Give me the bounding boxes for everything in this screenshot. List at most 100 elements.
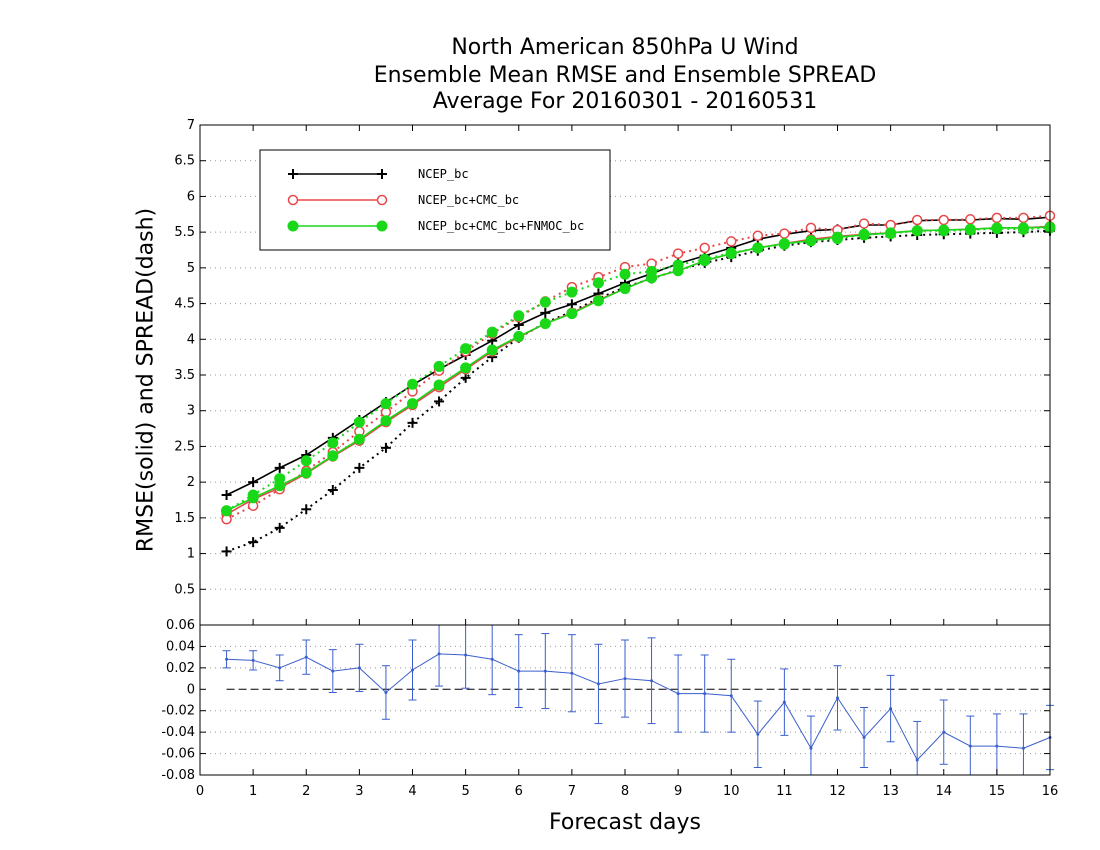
series-2-spread-point <box>646 265 658 277</box>
series-2-spread-point <box>486 326 498 338</box>
diff-point <box>995 744 999 748</box>
chart-title-line-3: Average For 20160301 - 20160531 <box>432 89 818 114</box>
series-1-spread-point <box>938 214 949 226</box>
diff-line <box>226 653 1051 761</box>
diff-point <box>809 746 813 750</box>
series-0-spread-point <box>380 442 391 453</box>
legend-label-2: NCEP_bc+CMC_bc+FNMOC_bc <box>418 219 584 233</box>
series-0-rmse-point <box>221 490 232 500</box>
legend: NCEP_bc NCEP_bc+CMC_bc NCEP_bc+CMC_bc+FNMO… <box>259 149 611 251</box>
series-2-spread-point <box>1017 223 1029 235</box>
diff-point <box>623 677 627 681</box>
upper-y-tick-label: 6.5 <box>174 154 195 169</box>
upper-y-tick-label: 3 <box>187 404 195 419</box>
series-2-spread-point <box>433 360 445 372</box>
lower-y-tick-label: 0.06 <box>166 618 195 633</box>
diff-point <box>596 682 600 686</box>
axes: 0.5 1 1.5 2 2.5 3 3.5 4 4.5 5 5.5 6 6.5 7 0.06 0.04 0.02… <box>161 118 1058 799</box>
series-2-rmse-point <box>513 330 525 342</box>
series-2-spread-point <box>460 343 472 355</box>
upper-y-tick-label: 6 <box>187 189 195 204</box>
diff-point <box>968 744 972 748</box>
upper-y-tick-label: 5 <box>187 261 195 276</box>
lower-panel-frame <box>199 624 1051 776</box>
diff-point <box>650 679 654 683</box>
legend-marker-left-0 <box>288 169 298 179</box>
diff-point <box>278 666 282 670</box>
series-1-spread-point <box>779 228 790 239</box>
diff-point <box>836 696 839 700</box>
series-2-spread-point <box>300 455 312 467</box>
diff-point <box>782 700 786 704</box>
lower-y-tick-label: 0.02 <box>166 661 195 676</box>
legend-marker-right-1 <box>376 194 388 206</box>
lower-y-tick-label: -0.04 <box>161 725 195 740</box>
x-tick-label: 7 <box>568 784 576 799</box>
diff-point <box>1021 746 1025 750</box>
diff-point <box>411 668 414 672</box>
series-0-spread-point <box>301 504 312 515</box>
series-2-spread-point <box>407 378 418 390</box>
diff-point <box>915 758 919 762</box>
upper-y-tick-label: 7 <box>187 118 195 133</box>
series-1-rmse-line <box>226 225 1051 515</box>
upper-y-tick-label: 5.5 <box>174 225 195 240</box>
series-1-spread-point <box>965 214 976 225</box>
series-2-spread-point <box>221 505 233 517</box>
series-2-spread-point <box>247 489 259 501</box>
lower-y-tick-label: -0.06 <box>161 747 195 762</box>
series-2-spread-point <box>566 286 578 298</box>
x-tick-label: 5 <box>461 784 469 799</box>
x-tick-label: 0 <box>196 784 204 799</box>
series-2-spread-point <box>672 259 684 271</box>
diff-point <box>517 669 521 673</box>
series-1-spread-point <box>1018 212 1029 224</box>
series-2-spread-point <box>885 228 897 240</box>
series-2-rmse-point <box>486 344 498 356</box>
series-2-spread-point <box>858 228 870 240</box>
series-2-spread-point <box>353 416 365 428</box>
diff-point <box>862 736 866 739</box>
upper-y-tick-label: 2 <box>187 475 195 490</box>
series-1-spread-line <box>226 214 1051 521</box>
series-0-spread-point <box>327 485 338 495</box>
x-tick-label: 10 <box>723 784 740 799</box>
x-tick-label: 4 <box>408 784 416 799</box>
series-1-spread-point <box>858 218 870 229</box>
x-axis-label: Forecast days <box>548 810 701 835</box>
x-tick-label: 3 <box>355 784 363 799</box>
series-1 <box>221 210 1056 525</box>
diff-point <box>889 707 893 711</box>
series-2-rmse-point <box>380 415 392 427</box>
series-1-spread-point <box>726 236 737 247</box>
series-2-rmse-point <box>592 295 604 307</box>
series-2-rmse-point <box>300 467 312 479</box>
diff-point <box>251 658 255 662</box>
x-tick-label: 16 <box>1042 784 1059 799</box>
series-2-spread-point <box>274 473 286 485</box>
diff-point <box>384 691 388 694</box>
chart-title-line-1: North American 850hPa U Wind <box>451 35 799 60</box>
series-0-rmse-point <box>540 307 551 318</box>
series-2-spread-point <box>725 247 737 259</box>
x-tick-label: 15 <box>989 784 1006 799</box>
series-0-rmse-point <box>274 462 285 473</box>
series-1-spread-point <box>672 248 684 259</box>
x-tick-label: 9 <box>674 784 682 799</box>
series-1-spread-point <box>991 212 1003 224</box>
x-tick-label: 12 <box>829 784 846 799</box>
series-2-spread-point <box>699 253 711 265</box>
diff-point <box>729 694 733 698</box>
x-tick-label: 11 <box>776 784 793 799</box>
series-2-rmse-point <box>407 398 418 410</box>
series-2-rmse-point <box>433 379 445 391</box>
series-0-rmse-point <box>248 477 259 488</box>
legend-label-1: NCEP_bc+CMC_bc <box>418 193 519 207</box>
series-0-spread-point <box>221 546 232 557</box>
series-2-rmse-point <box>619 283 631 295</box>
x-tick-label: 8 <box>621 784 629 799</box>
diff-point <box>543 669 547 673</box>
upper-y-tick-label: 4.5 <box>174 297 195 312</box>
series-0-spread-point <box>274 522 285 533</box>
